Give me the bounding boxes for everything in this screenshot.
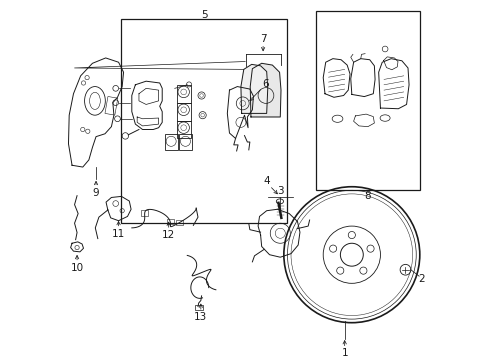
Text: 8: 8	[364, 191, 370, 201]
Polygon shape	[250, 63, 281, 117]
Bar	[176, 121, 190, 139]
Bar	[176, 103, 190, 121]
Text: 7: 7	[259, 34, 266, 44]
Text: 2: 2	[418, 274, 425, 284]
Text: 13: 13	[194, 312, 207, 322]
Polygon shape	[241, 64, 267, 113]
Bar	[179, 134, 191, 150]
Text: 9: 9	[93, 188, 99, 198]
Bar	[166, 219, 173, 224]
Bar	[315, 12, 419, 190]
Bar	[176, 85, 190, 103]
Bar	[195, 305, 203, 310]
Bar	[121, 19, 287, 222]
Bar	[164, 134, 177, 150]
Text: 1: 1	[341, 348, 347, 358]
Text: 5: 5	[201, 10, 207, 20]
Text: 3: 3	[276, 186, 283, 197]
Text: 6: 6	[262, 79, 269, 89]
Bar	[141, 210, 148, 216]
Text: 12: 12	[162, 230, 175, 240]
Text: 11: 11	[112, 229, 125, 239]
Text: 10: 10	[70, 262, 83, 273]
Bar	[176, 220, 183, 225]
Text: 4: 4	[263, 176, 270, 186]
Bar	[105, 96, 118, 115]
